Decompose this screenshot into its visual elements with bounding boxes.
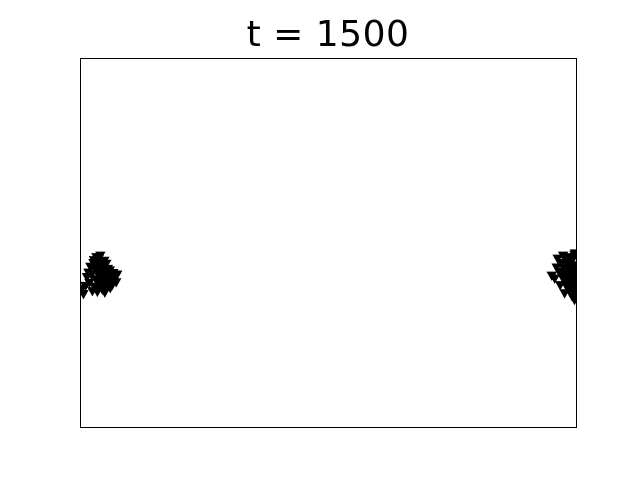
markers-layer [80, 249, 577, 306]
series-1 [546, 249, 577, 306]
data-point [112, 270, 123, 280]
data-point [570, 265, 577, 276]
chart-title: t = 1500 [246, 14, 410, 55]
data-point [569, 295, 577, 306]
data-point [101, 259, 112, 270]
data-point [570, 276, 577, 286]
data-point [567, 284, 577, 295]
data-point [95, 251, 106, 262]
series-0 [80, 251, 123, 300]
data-point [111, 278, 122, 288]
data-point [99, 288, 111, 298]
data-point [84, 278, 95, 289]
data-point [549, 274, 560, 284]
plot-frame [80, 58, 577, 428]
data-point [80, 290, 89, 300]
data-point [569, 249, 577, 259]
